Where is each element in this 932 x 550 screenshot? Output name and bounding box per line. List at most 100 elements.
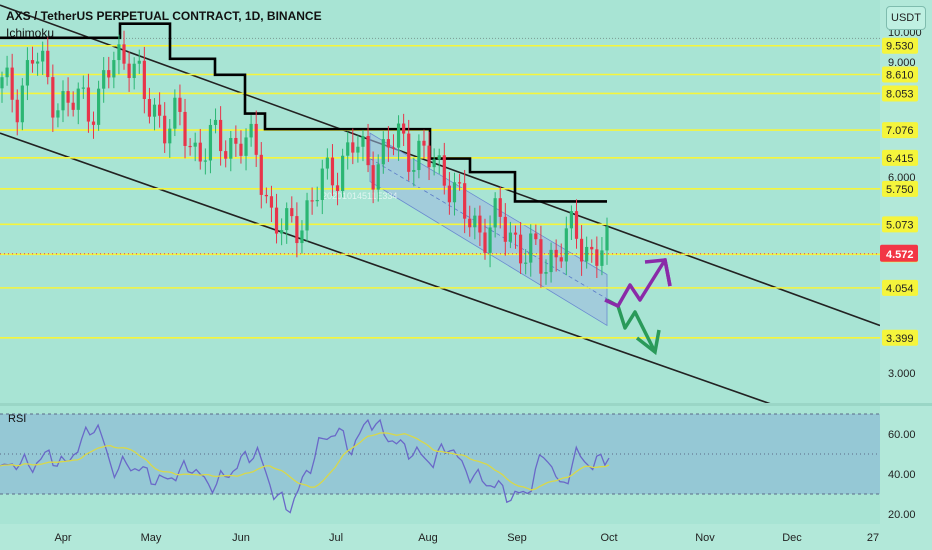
candle-body [142,60,146,99]
rsi-pane[interactable] [0,406,880,524]
price-tick-4: 3.000 [888,368,916,380]
candle-body [234,137,238,144]
candle-body [483,232,487,253]
price-tick-2: 9.000 [888,57,916,69]
candle-body [544,272,548,274]
level-badge-5 [882,149,918,166]
ichimoku-line [0,22,607,203]
regression-midline [369,158,608,300]
candle-body [5,67,9,78]
candle-body [285,208,289,231]
level-label-4: 7.076 [886,125,914,137]
projection-up-arrowhead [644,258,672,287]
candle-body [488,227,492,253]
time-tick-3: Jun [232,532,250,544]
level-badge-10 [882,329,918,346]
candle-body [315,199,319,202]
candle-body [290,208,294,217]
candle-body [295,216,299,244]
candle-body [264,194,268,197]
candle-body [381,139,385,165]
rsi-tick-1: 60.00 [888,429,916,441]
rsi-tick-3: 20.00 [888,509,916,521]
time-tick-1: Apr [54,532,71,544]
candle-body [198,142,202,162]
candle-body [46,50,50,78]
candle-body [61,91,65,111]
candle-body [300,230,304,244]
ichimoku-indicator-label[interactable]: Ichimoku [6,26,55,40]
candle-body [402,123,406,134]
candle-body [224,151,228,159]
candle-body [534,233,538,240]
candle-body [564,228,568,262]
candle-body [320,168,324,200]
candle-body [229,137,233,159]
candle-body [51,77,55,118]
candle-body [203,160,207,162]
current-price-badge [880,244,918,262]
time-tick-5: Aug [418,532,438,544]
level-label-9: 4.054 [886,283,914,295]
candle-body [269,196,274,208]
main-plot-group: 20201014511E334 [0,4,880,403]
projection-up-path [604,258,672,308]
level-label-3: 8.053 [886,88,914,100]
time-tick-2: May [141,532,162,544]
chart-watermark: 20201014511E334 [322,191,397,201]
candle-body [341,155,345,192]
level-label-5: 6.415 [886,153,914,165]
candle-body [585,246,589,262]
candle-body [259,154,263,195]
candle-body [391,147,396,149]
candle-body [600,250,604,266]
candle-body [254,123,258,155]
candle-body [437,155,441,160]
pane-separator[interactable] [0,403,932,406]
level-badge-6 [882,180,918,197]
candle-body [305,200,309,231]
candle-body [356,146,360,153]
candle-body [163,115,167,144]
currency-button[interactable]: USDT [886,6,926,30]
candle-body [468,218,472,228]
symbol-title[interactable]: AXS / TetherUS PERPETUAL CONTRACT, 1D, B… [6,9,322,23]
candle-body [122,44,126,64]
candle-body [361,136,365,147]
candle-body [463,183,467,219]
candle-body [422,140,426,146]
candle-body [407,133,411,172]
candle-body [249,123,253,138]
candle-body [102,70,106,89]
candle-body [86,87,91,122]
trendline-1 [0,4,880,327]
candle-body [432,159,436,168]
time-tick-8: Nov [695,532,715,544]
current-price-label: 4.572 [886,249,914,261]
candle-body [386,139,390,148]
candle-body [513,232,518,235]
candle-body [574,211,579,239]
level-label-7: 5.073 [886,219,914,231]
rsi-tick-2: 40.00 [888,469,916,481]
candle-body [0,77,4,89]
time-tick-7: Oct [600,532,617,544]
candle-body [15,99,19,123]
candle-body [280,230,284,234]
candle-body [590,246,594,250]
candle-body [25,60,30,86]
level-badge-7 [882,216,918,233]
rsi-indicator-label[interactable]: RSI [8,413,27,425]
candle-body [66,91,70,103]
candle-body [595,249,599,266]
candle-body [549,249,553,273]
candle-body [56,110,60,118]
time-tick-9: Dec [782,532,802,544]
candle-body [442,155,446,186]
candle-body [529,233,533,263]
level-badge-4 [882,122,918,139]
rsi-line [0,418,610,514]
candle-body [96,88,101,125]
candle-body [71,102,75,110]
